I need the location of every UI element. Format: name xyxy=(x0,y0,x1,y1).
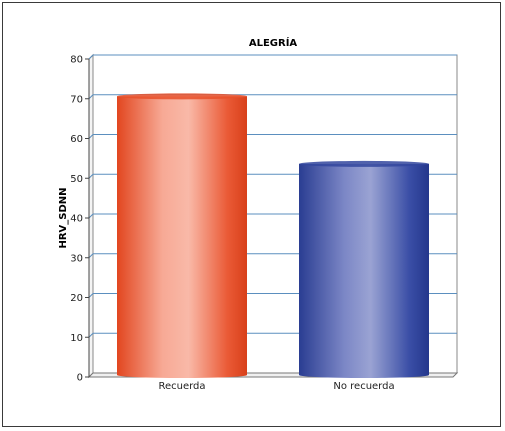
bar-top xyxy=(299,160,429,167)
y-tick-label: 40 xyxy=(70,214,83,225)
bar xyxy=(299,163,429,375)
gridline-depth xyxy=(88,293,94,298)
y-tick-label: 50 xyxy=(70,174,83,185)
gridline-depth xyxy=(88,173,94,179)
x-tick-label: No recuerda xyxy=(333,381,394,392)
y-tick-label: 70 xyxy=(70,94,83,105)
y-tick-label: 0 xyxy=(77,373,83,384)
gridline-depth xyxy=(88,94,94,100)
chart-title: ALEGRÍA xyxy=(249,36,298,49)
y-tick-label: 20 xyxy=(70,293,83,304)
y-tick-label: 10 xyxy=(70,333,83,344)
y-tick-label: 80 xyxy=(70,55,83,66)
x-tick-label: Recuerda xyxy=(158,381,205,392)
y-tick-label: 30 xyxy=(70,253,83,264)
gridline-depth xyxy=(88,213,94,219)
bar-base xyxy=(117,372,247,378)
bar-top xyxy=(117,93,247,100)
plot-area: 0 10 20 30 40 50 60 70 80 Recuerda No recuerda xyxy=(70,53,459,392)
chart-frame: ALEGRÍA HRV_SDNN 0 10 20 30 40 50 60 70 80 Recuer… xyxy=(2,2,501,427)
gridline-depth xyxy=(88,54,94,60)
gridline-depth xyxy=(88,134,94,139)
gridline-depth xyxy=(88,332,94,338)
bar xyxy=(117,96,247,375)
bar-chart: ALEGRÍA HRV_SDNN 0 10 20 30 40 50 60 70 80 Recuer… xyxy=(58,36,459,392)
y-axis-label: HRV_SDNN xyxy=(58,187,69,248)
gridline-depth xyxy=(88,253,94,259)
bar-base xyxy=(299,372,429,378)
y-tick-label: 60 xyxy=(70,134,83,145)
